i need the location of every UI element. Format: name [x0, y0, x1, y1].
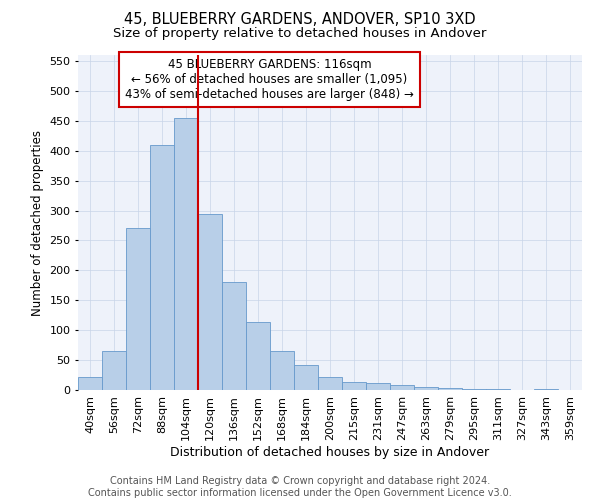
Bar [150, 144, 174, 390]
Bar [102, 351, 126, 390]
Text: Contains HM Land Registry data © Crown copyright and database right 2024.
Contai: Contains HM Land Registry data © Crown c… [88, 476, 512, 498]
Bar [126, 228, 150, 390]
Bar [294, 365, 318, 390]
Bar [414, 387, 438, 390]
Bar [198, 214, 222, 390]
Bar [78, 377, 102, 390]
Text: 45, BLUEBERRY GARDENS, ANDOVER, SP10 3XD: 45, BLUEBERRY GARDENS, ANDOVER, SP10 3XD [124, 12, 476, 28]
Bar [174, 118, 198, 390]
Bar [366, 383, 390, 390]
Text: Size of property relative to detached houses in Andover: Size of property relative to detached ho… [113, 28, 487, 40]
Bar [318, 377, 342, 390]
Bar [342, 382, 366, 390]
Bar [270, 351, 294, 390]
Y-axis label: Number of detached properties: Number of detached properties [31, 130, 44, 316]
Text: 45 BLUEBERRY GARDENS: 116sqm
← 56% of detached houses are smaller (1,095)
43% of: 45 BLUEBERRY GARDENS: 116sqm ← 56% of de… [125, 58, 414, 102]
Bar [390, 385, 414, 390]
Bar [246, 322, 270, 390]
Bar [222, 282, 246, 390]
X-axis label: Distribution of detached houses by size in Andover: Distribution of detached houses by size … [170, 446, 490, 458]
Bar [438, 388, 462, 390]
Bar [462, 389, 486, 390]
